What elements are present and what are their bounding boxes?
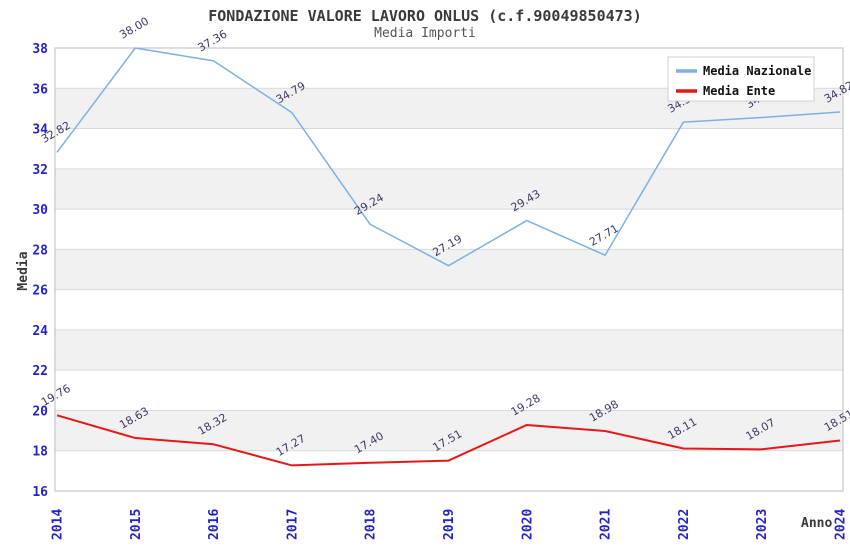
y-tick-label: 22 — [32, 364, 48, 379]
grid-band — [55, 410, 843, 451]
series-line-media-nazionale — [56, 47, 841, 267]
y-tick-label: 32 — [32, 163, 48, 178]
x-tick-label: 2018 — [364, 509, 379, 540]
x-tick-label: 2017 — [285, 509, 300, 540]
grid-band — [55, 168, 843, 210]
y-tick-label: 38 — [32, 42, 48, 57]
x-tick-label: 2024 — [834, 509, 849, 540]
x-tick-label: 2021 — [599, 509, 614, 540]
series-line-media-ente — [56, 414, 841, 467]
grid-band — [55, 289, 843, 330]
legend-label-media-nazionale: Media Nazionale — [703, 64, 811, 78]
y-tick-label: 16 — [32, 485, 48, 500]
y-tick-label: 30 — [32, 203, 48, 218]
x-tick-label: 2023 — [755, 509, 770, 540]
grid-band — [55, 249, 843, 290]
y-tick-label: 36 — [32, 82, 48, 97]
point-label-media-nazionale: 38.00 — [117, 15, 151, 42]
y-axis-title: Media — [16, 251, 31, 290]
chart-title: FONDAZIONE VALORE LAVORO ONLUS (c.f.9004… — [208, 7, 642, 25]
y-tick-label: 34 — [32, 123, 48, 138]
plot-border — [54, 47, 844, 492]
y-tick-label: 24 — [32, 324, 48, 339]
grid-band — [55, 450, 843, 491]
y-tick-label: 20 — [32, 404, 48, 419]
x-tick-label: 2014 — [51, 509, 66, 540]
grid-band — [55, 209, 843, 250]
y-tick-label: 28 — [32, 243, 48, 258]
legend-label-media-ente: Media Ente — [703, 84, 775, 98]
y-tick-label: 18 — [32, 445, 48, 460]
legend-box — [667, 56, 815, 102]
x-tick-label: 2019 — [442, 509, 457, 540]
grid-band — [55, 370, 843, 411]
x-tick-label: 2022 — [677, 509, 692, 540]
y-tick-label: 26 — [32, 284, 48, 299]
x-tick-label: 2020 — [520, 509, 535, 540]
x-axis-title: Anno — [801, 516, 832, 531]
grid-band — [55, 128, 843, 169]
x-tick-label: 2015 — [129, 509, 144, 540]
x-tick-label: 2016 — [207, 509, 222, 540]
chart-subtitle: Media Importi — [374, 26, 476, 41]
grid-band — [55, 329, 843, 371]
